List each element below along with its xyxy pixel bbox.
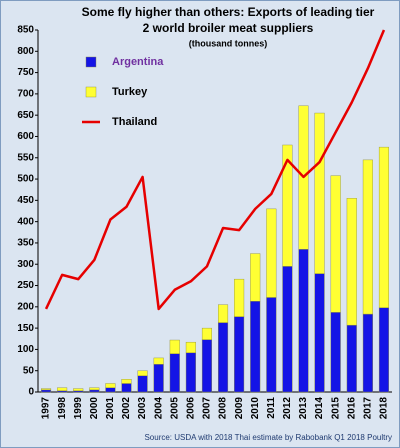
- bar: [185, 341, 196, 354]
- legend-label: Turkey: [112, 86, 148, 98]
- x-tick-label: 2015: [330, 397, 341, 420]
- x-tick-label: 2001: [105, 397, 116, 420]
- bar: [218, 322, 229, 393]
- x-tick-label: 1999: [73, 397, 84, 420]
- bar: [298, 249, 309, 393]
- bar: [105, 383, 116, 388]
- x-tick-label: 2004: [153, 397, 164, 420]
- bar: [362, 313, 373, 393]
- bar: [201, 327, 212, 340]
- y-tick-label: 200: [17, 301, 34, 312]
- x-tick-label: 2014: [314, 397, 325, 420]
- y-tick-label: 400: [17, 216, 34, 227]
- chart-title: 2 world broiler meat suppliers: [143, 21, 314, 35]
- chart-subtitle: (thousand tonnes): [189, 38, 268, 48]
- source: Source: USDA with 2018 Thai estimate by …: [144, 433, 392, 442]
- bar: [234, 278, 245, 317]
- x-tick-label: 2005: [169, 397, 180, 420]
- x-tick-label: 2011: [266, 397, 277, 419]
- bar: [121, 383, 132, 393]
- bar: [330, 175, 341, 313]
- x-tick-label: 2018: [379, 397, 390, 420]
- bar: [89, 389, 100, 393]
- line: [44, 29, 386, 311]
- bar: [41, 389, 52, 393]
- bar: [185, 352, 196, 393]
- bar: [234, 316, 245, 393]
- legend-label: Argentina: [112, 56, 164, 68]
- bar: [105, 387, 116, 393]
- bar: [89, 387, 100, 391]
- bar: [362, 159, 373, 315]
- x-tick-label: 2002: [121, 397, 132, 420]
- y-tick-label: 0: [28, 387, 34, 398]
- bar: [201, 339, 212, 393]
- y-tick-label: 450: [17, 195, 34, 206]
- bar: [250, 253, 261, 302]
- bar: [330, 312, 341, 393]
- bar: [218, 304, 229, 323]
- y-tick-label: 500: [17, 174, 34, 185]
- y-tick-label: 150: [17, 323, 34, 334]
- bar: [41, 388, 52, 391]
- y-tick-label: 650: [17, 110, 34, 121]
- y-tick-label: 600: [17, 131, 34, 142]
- legend-swatch: [85, 86, 97, 98]
- bar: [346, 198, 357, 326]
- bar: [266, 208, 277, 298]
- bar: [169, 353, 180, 393]
- y-tick-label: 850: [17, 25, 34, 36]
- bar: [121, 379, 132, 384]
- bar: [57, 387, 68, 391]
- x-tick-label: 2013: [298, 397, 309, 420]
- x-tick-label: 2010: [250, 397, 261, 420]
- y-tick-label: 250: [17, 280, 34, 291]
- bar: [153, 357, 164, 365]
- x-tick-label: 2006: [186, 397, 197, 420]
- bar: [266, 297, 277, 393]
- x-tick-label: 2017: [363, 397, 374, 420]
- x-tick-label: 2000: [89, 397, 100, 420]
- y-tick-label: 750: [17, 67, 34, 78]
- bar: [282, 266, 293, 393]
- bar: [73, 388, 84, 391]
- x-tick-label: 2012: [282, 397, 293, 420]
- bar: [282, 144, 293, 267]
- bar: [314, 112, 325, 274]
- y-tick-label: 700: [17, 89, 34, 100]
- bar: [153, 364, 164, 393]
- legend-swatch: [85, 56, 97, 68]
- x-tick-label: 1998: [57, 397, 68, 420]
- x-tick-label: 2016: [346, 397, 357, 420]
- x-tick-label: 2007: [202, 397, 213, 420]
- bar: [378, 146, 389, 308]
- bar: [250, 301, 261, 393]
- bar: [378, 307, 389, 393]
- x-tick-label: 2008: [218, 397, 229, 420]
- y-tick-label: 800: [17, 46, 34, 57]
- y-tick-label: 550: [17, 152, 34, 163]
- bar: [169, 339, 180, 354]
- y-tick-label: 300: [17, 259, 34, 270]
- x-tick-label: 2009: [234, 397, 245, 420]
- y-tick-label: 100: [17, 344, 34, 355]
- bar: [137, 375, 148, 393]
- y-tick-label: 350: [17, 238, 34, 249]
- legend-label: Thailand: [112, 116, 157, 128]
- bar: [137, 370, 148, 377]
- bar: [346, 324, 357, 393]
- y-tick-label: 50: [23, 365, 35, 376]
- bar: [314, 273, 325, 393]
- x-tick-label: 2003: [137, 397, 148, 420]
- x-tick-label: 1997: [41, 397, 52, 420]
- chart-title: Some fly higher than others: Exports of …: [82, 5, 375, 19]
